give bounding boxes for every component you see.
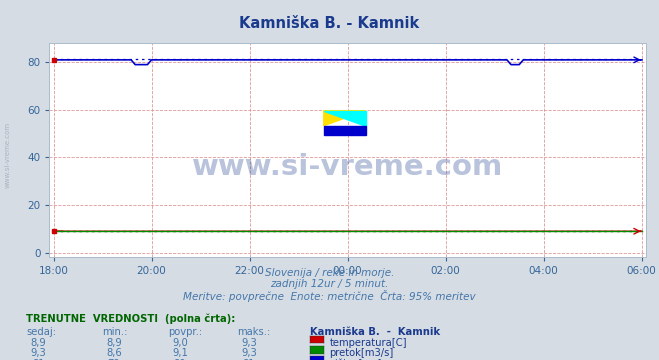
Text: TRENUTNE  VREDNOSTI  (polna črta):: TRENUTNE VREDNOSTI (polna črta):	[26, 313, 236, 324]
Text: 9,1: 9,1	[172, 348, 188, 359]
Text: povpr.:: povpr.:	[168, 327, 202, 337]
Text: Kamniška B.  -  Kamnik: Kamniška B. - Kamnik	[310, 327, 440, 337]
Text: Slovenija / reke in morje.: Slovenija / reke in morje.	[265, 268, 394, 278]
Text: 8,9: 8,9	[30, 338, 46, 348]
Text: 8,6: 8,6	[106, 348, 122, 359]
Text: 9,3: 9,3	[241, 348, 257, 359]
Text: višina[cm]: višina[cm]	[330, 359, 382, 360]
Polygon shape	[324, 126, 366, 135]
Text: 81: 81	[32, 359, 45, 360]
Text: 9,3: 9,3	[241, 338, 257, 348]
Text: 79: 79	[107, 359, 121, 360]
Polygon shape	[324, 111, 366, 126]
Text: www.si-vreme.com: www.si-vreme.com	[192, 153, 503, 181]
Text: zadnjih 12ur / 5 minut.: zadnjih 12ur / 5 minut.	[270, 279, 389, 289]
Text: temperatura[C]: temperatura[C]	[330, 338, 407, 348]
Text: 80: 80	[174, 359, 186, 360]
Text: 9,3: 9,3	[30, 348, 46, 359]
Text: Meritve: povprečne  Enote: metrične  Črta: 95% meritev: Meritve: povprečne Enote: metrične Črta:…	[183, 290, 476, 302]
Text: Kamniška B. - Kamnik: Kamniška B. - Kamnik	[239, 16, 420, 31]
Text: sedaj:: sedaj:	[26, 327, 57, 337]
Text: maks.:: maks.:	[237, 327, 270, 337]
Polygon shape	[324, 111, 366, 126]
Text: 81: 81	[243, 359, 256, 360]
Text: min.:: min.:	[102, 327, 128, 337]
Text: 9,0: 9,0	[172, 338, 188, 348]
Text: 8,9: 8,9	[106, 338, 122, 348]
Text: pretok[m3/s]: pretok[m3/s]	[330, 348, 393, 359]
Text: www.si-vreme.com: www.si-vreme.com	[5, 122, 11, 188]
